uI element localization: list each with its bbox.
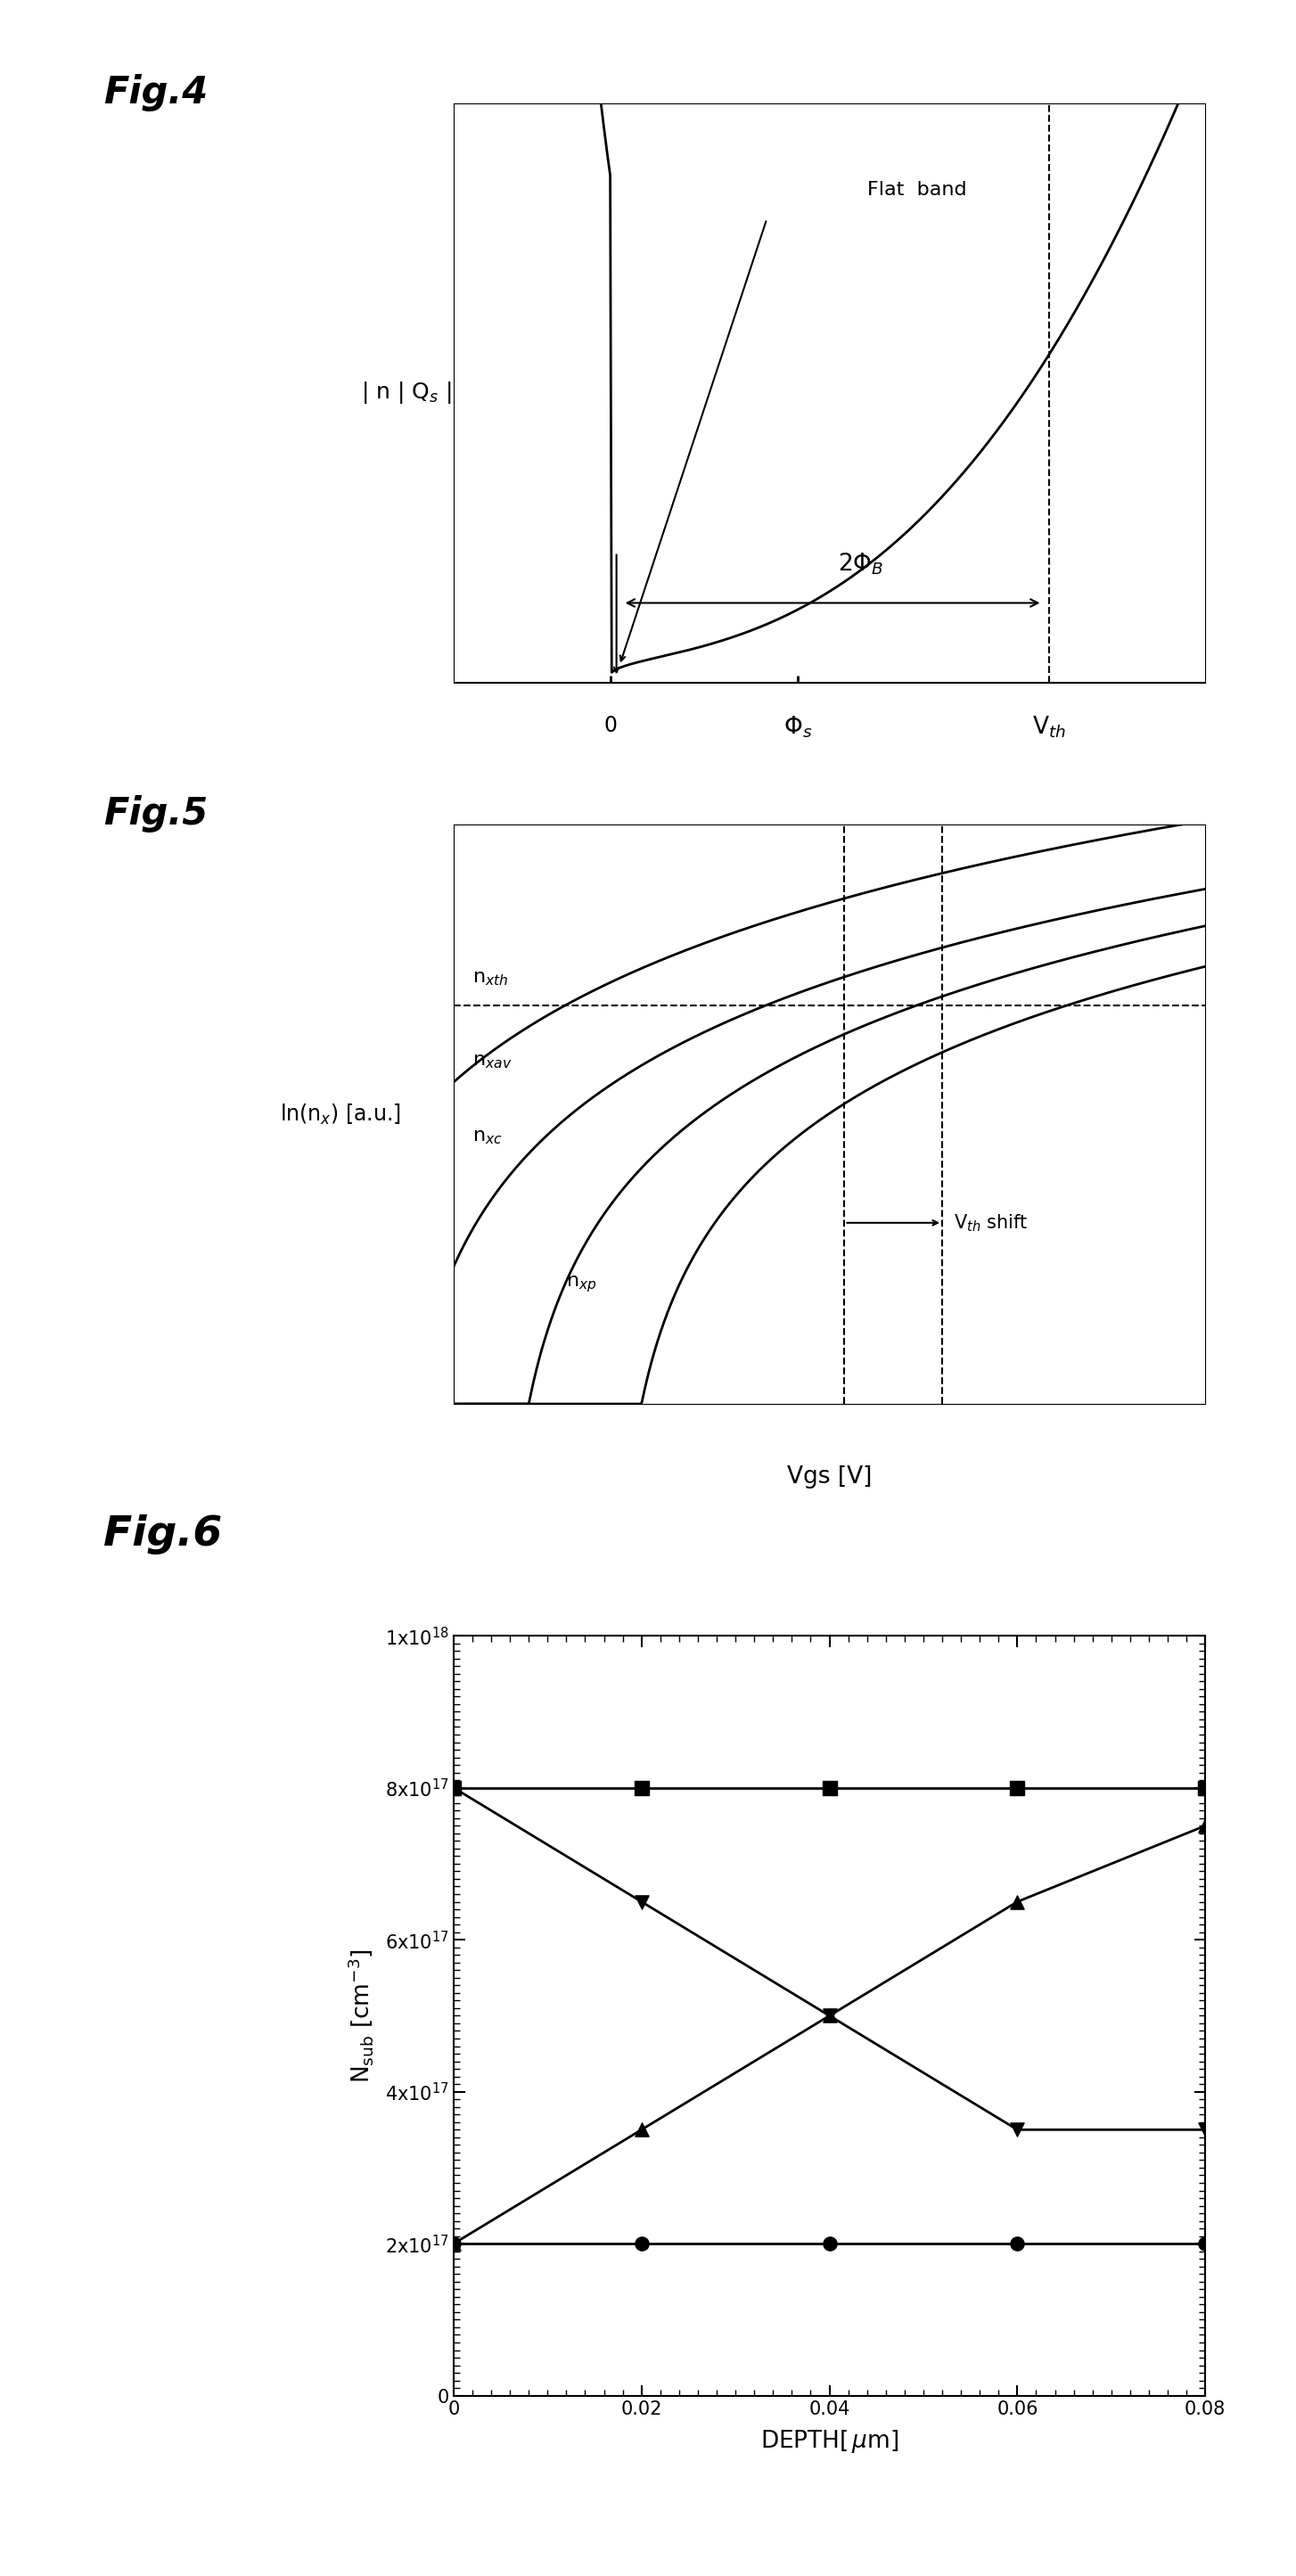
- Text: Fig.5: Fig.5: [104, 796, 209, 832]
- Point: [443, 2223, 464, 2264]
- Point: [443, 2223, 464, 2264]
- Point: [819, 1994, 840, 2035]
- Point: [631, 2223, 652, 2264]
- Text: $2\Phi_B$: $2\Phi_B$: [839, 551, 884, 577]
- Y-axis label: N$_{\rm sub}$ [cm$^{-3}$]: N$_{\rm sub}$ [cm$^{-3}$]: [346, 1947, 376, 2084]
- Text: V$_{th}$ shift: V$_{th}$ shift: [954, 1213, 1028, 1234]
- Point: [1007, 1767, 1028, 1808]
- Text: Fig.6: Fig.6: [104, 1515, 223, 1553]
- Text: Vgs [V]: Vgs [V]: [787, 1466, 872, 1489]
- Text: Flat  band: Flat band: [867, 180, 967, 198]
- Point: [1195, 2110, 1216, 2151]
- Text: $\Phi_s$: $\Phi_s$: [784, 714, 813, 739]
- X-axis label: DEPTH[$\,\mu$m]: DEPTH[$\,\mu$m]: [761, 2427, 898, 2455]
- Point: [1007, 1880, 1028, 1922]
- Point: [1195, 1767, 1216, 1808]
- Point: [631, 1880, 652, 1922]
- Text: n$_{xp}$: n$_{xp}$: [566, 1273, 597, 1293]
- Text: 0: 0: [604, 714, 617, 737]
- Point: [443, 1767, 464, 1808]
- Text: Fig.4: Fig.4: [104, 75, 209, 111]
- Point: [1195, 1806, 1216, 1847]
- Point: [1007, 2110, 1028, 2151]
- Point: [819, 2223, 840, 2264]
- Point: [631, 1767, 652, 1808]
- Point: [1007, 2223, 1028, 2264]
- Text: n$_{xav}$: n$_{xav}$: [472, 1054, 512, 1072]
- Text: | n | Q$_s$ |: | n | Q$_s$ |: [362, 379, 452, 407]
- Point: [819, 1767, 840, 1808]
- Text: n$_{xc}$: n$_{xc}$: [472, 1128, 503, 1146]
- Text: ln(n$_x$) [a.u.]: ln(n$_x$) [a.u.]: [280, 1103, 402, 1126]
- Text: n$_{xth}$: n$_{xth}$: [472, 969, 508, 987]
- Point: [443, 1767, 464, 1808]
- Point: [819, 1994, 840, 2035]
- Point: [1195, 2223, 1216, 2264]
- Point: [631, 2110, 652, 2151]
- Text: V$_{th}$: V$_{th}$: [1032, 714, 1065, 739]
